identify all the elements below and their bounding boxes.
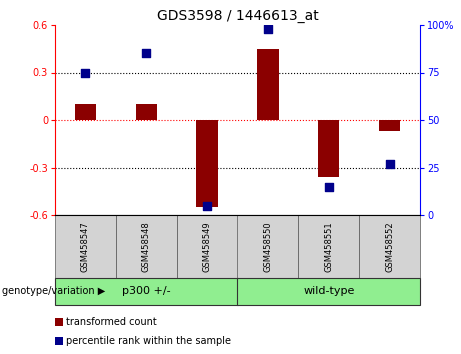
Bar bbox=[257, 49, 278, 120]
Bar bbox=[359, 215, 420, 278]
Bar bbox=[237, 215, 298, 278]
Bar bbox=[55, 318, 63, 326]
Point bbox=[386, 161, 393, 166]
Bar bbox=[177, 215, 237, 278]
Bar bbox=[55, 278, 237, 305]
Bar bbox=[55, 215, 116, 278]
Bar bbox=[318, 120, 339, 177]
Bar bbox=[136, 104, 157, 120]
Text: GSM458552: GSM458552 bbox=[385, 221, 394, 272]
Text: transformed count: transformed count bbox=[66, 317, 157, 327]
Bar bbox=[196, 120, 218, 207]
Text: GSM458549: GSM458549 bbox=[202, 221, 212, 272]
Bar bbox=[116, 215, 177, 278]
Bar bbox=[379, 120, 400, 131]
Text: wild-type: wild-type bbox=[303, 286, 355, 297]
Text: GSM458547: GSM458547 bbox=[81, 221, 90, 272]
Text: genotype/variation ▶: genotype/variation ▶ bbox=[2, 286, 106, 297]
Point bbox=[142, 51, 150, 56]
Bar bbox=[55, 337, 63, 345]
Bar bbox=[75, 104, 96, 120]
Title: GDS3598 / 1446613_at: GDS3598 / 1446613_at bbox=[157, 8, 319, 23]
Bar bbox=[298, 215, 359, 278]
Point bbox=[325, 184, 332, 189]
Text: GSM458548: GSM458548 bbox=[142, 221, 151, 272]
Point bbox=[82, 70, 89, 75]
Point bbox=[264, 26, 272, 32]
Point bbox=[203, 203, 211, 209]
Text: percentile rank within the sample: percentile rank within the sample bbox=[66, 336, 231, 346]
Text: GSM458550: GSM458550 bbox=[263, 221, 272, 272]
Text: p300 +/-: p300 +/- bbox=[122, 286, 171, 297]
Bar bbox=[237, 278, 420, 305]
Text: GSM458551: GSM458551 bbox=[324, 221, 333, 272]
